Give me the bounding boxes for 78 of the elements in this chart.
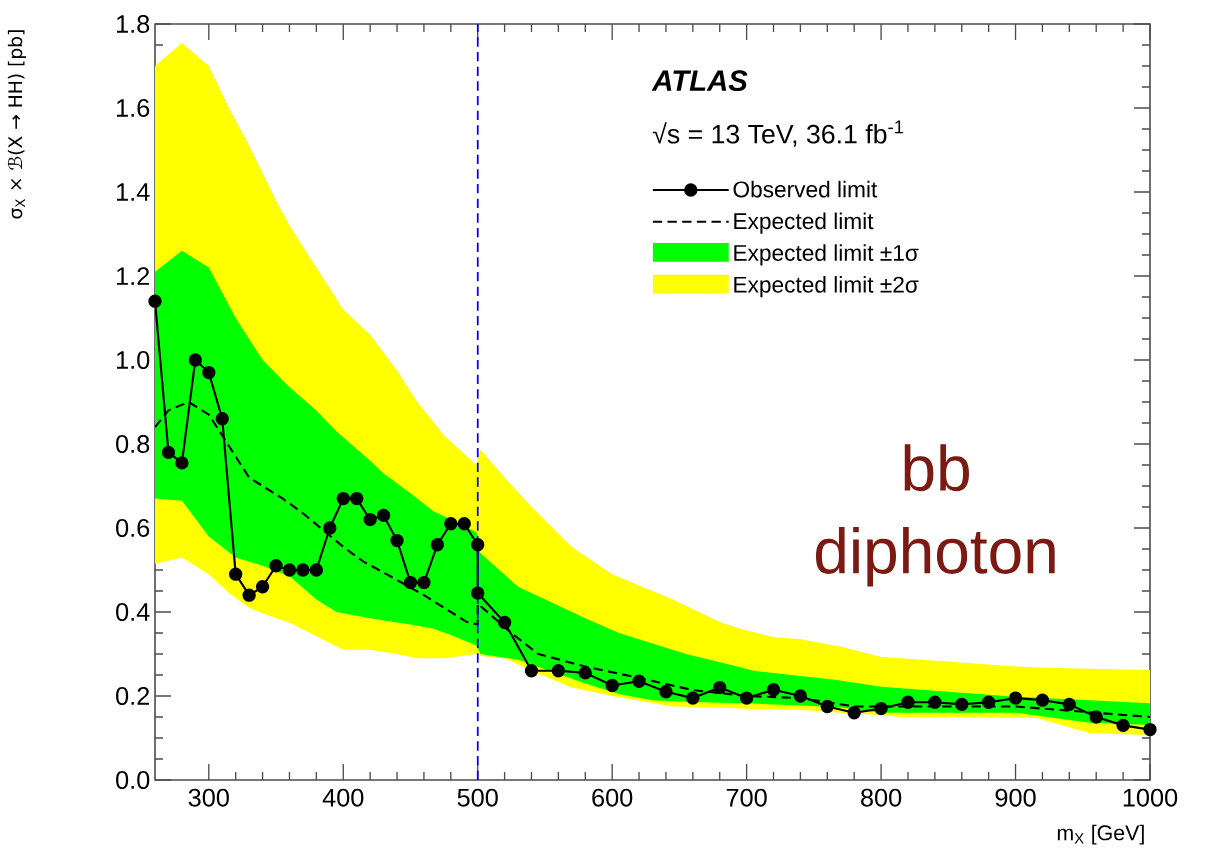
point bbox=[471, 538, 485, 552]
point bbox=[1116, 718, 1130, 733]
x-tick-label: 300 bbox=[188, 788, 229, 807]
x-tick-label: 900 bbox=[995, 788, 1036, 807]
point bbox=[390, 533, 404, 548]
annotation: √s = 13 TeV, 36.1 fb$^{-1}$ bbox=[652, 120, 904, 147]
point bbox=[269, 559, 283, 573]
legend-label: Expected limit bbox=[734, 212, 874, 234]
point bbox=[309, 563, 324, 577]
y-tick-label: 1.4 bbox=[117, 183, 150, 201]
legend-label: Expected limit ±2σ bbox=[734, 276, 919, 298]
legend-label: Expected limit ±1σ bbox=[734, 244, 919, 266]
y-tick-label: 1.6 bbox=[117, 99, 150, 117]
point bbox=[766, 683, 781, 697]
point bbox=[1008, 691, 1023, 705]
point bbox=[229, 567, 243, 581]
point bbox=[874, 701, 888, 716]
x-axis-title: m$_{X}$ [GeV] bbox=[1057, 824, 1144, 845]
y-tick-label: 0.2 bbox=[116, 687, 150, 705]
point bbox=[323, 521, 337, 535]
y-tick-label: 0.0 bbox=[116, 771, 150, 789]
y-axis-title: σ$_{X}$ × ℬ(X → HH) [pb] bbox=[7, 30, 26, 219]
point bbox=[202, 365, 216, 380]
point bbox=[376, 508, 391, 523]
point bbox=[403, 575, 418, 590]
point bbox=[417, 575, 431, 590]
point bbox=[524, 664, 539, 678]
point bbox=[605, 678, 619, 693]
y-tick-label: 0.4 bbox=[116, 603, 150, 621]
point bbox=[296, 563, 310, 577]
point bbox=[497, 615, 512, 630]
point bbox=[578, 666, 592, 680]
point bbox=[282, 563, 297, 577]
point bbox=[255, 580, 270, 594]
point bbox=[659, 685, 673, 699]
point bbox=[215, 412, 229, 426]
point bbox=[793, 689, 808, 703]
point bbox=[161, 445, 176, 460]
point bbox=[901, 695, 915, 709]
point bbox=[955, 697, 969, 712]
x-tick-label: 700 bbox=[726, 788, 767, 807]
annotation: ATLAS bbox=[651, 70, 748, 92]
point bbox=[1089, 710, 1103, 724]
x-tick-label: 500 bbox=[457, 788, 498, 807]
point bbox=[739, 691, 754, 705]
point bbox=[820, 699, 834, 714]
legend-label: Observed limit bbox=[733, 180, 878, 198]
point bbox=[981, 695, 996, 709]
point bbox=[471, 586, 485, 600]
y-tick-label: 0.6 bbox=[116, 519, 150, 537]
x-tick-label: 800 bbox=[861, 788, 902, 807]
point bbox=[713, 680, 727, 695]
point bbox=[1062, 697, 1076, 712]
point bbox=[928, 695, 942, 709]
point bbox=[457, 517, 471, 531]
point bbox=[430, 538, 445, 552]
y-tick-label: 0.8 bbox=[116, 435, 150, 453]
annotation: bb diphoton bbox=[816, 444, 1055, 587]
y-tick-label: 1.0 bbox=[117, 351, 150, 369]
point bbox=[444, 517, 458, 531]
point bbox=[632, 674, 646, 688]
point bbox=[350, 491, 364, 506]
point bbox=[847, 706, 861, 720]
point bbox=[686, 691, 700, 705]
point bbox=[1035, 693, 1050, 707]
point bbox=[175, 456, 189, 470]
y-tick-label: 1.2 bbox=[117, 267, 150, 285]
point bbox=[148, 294, 162, 308]
point bbox=[551, 664, 566, 678]
y-tick-label: 1.8 bbox=[117, 15, 150, 33]
point bbox=[188, 353, 203, 367]
x-tick-label: 600 bbox=[592, 788, 633, 807]
point bbox=[363, 512, 377, 527]
point bbox=[336, 491, 350, 506]
point bbox=[242, 588, 256, 602]
x-tick-label: 1000 bbox=[1123, 788, 1178, 807]
x-tick-label: 400 bbox=[322, 788, 364, 807]
point bbox=[1143, 722, 1157, 737]
